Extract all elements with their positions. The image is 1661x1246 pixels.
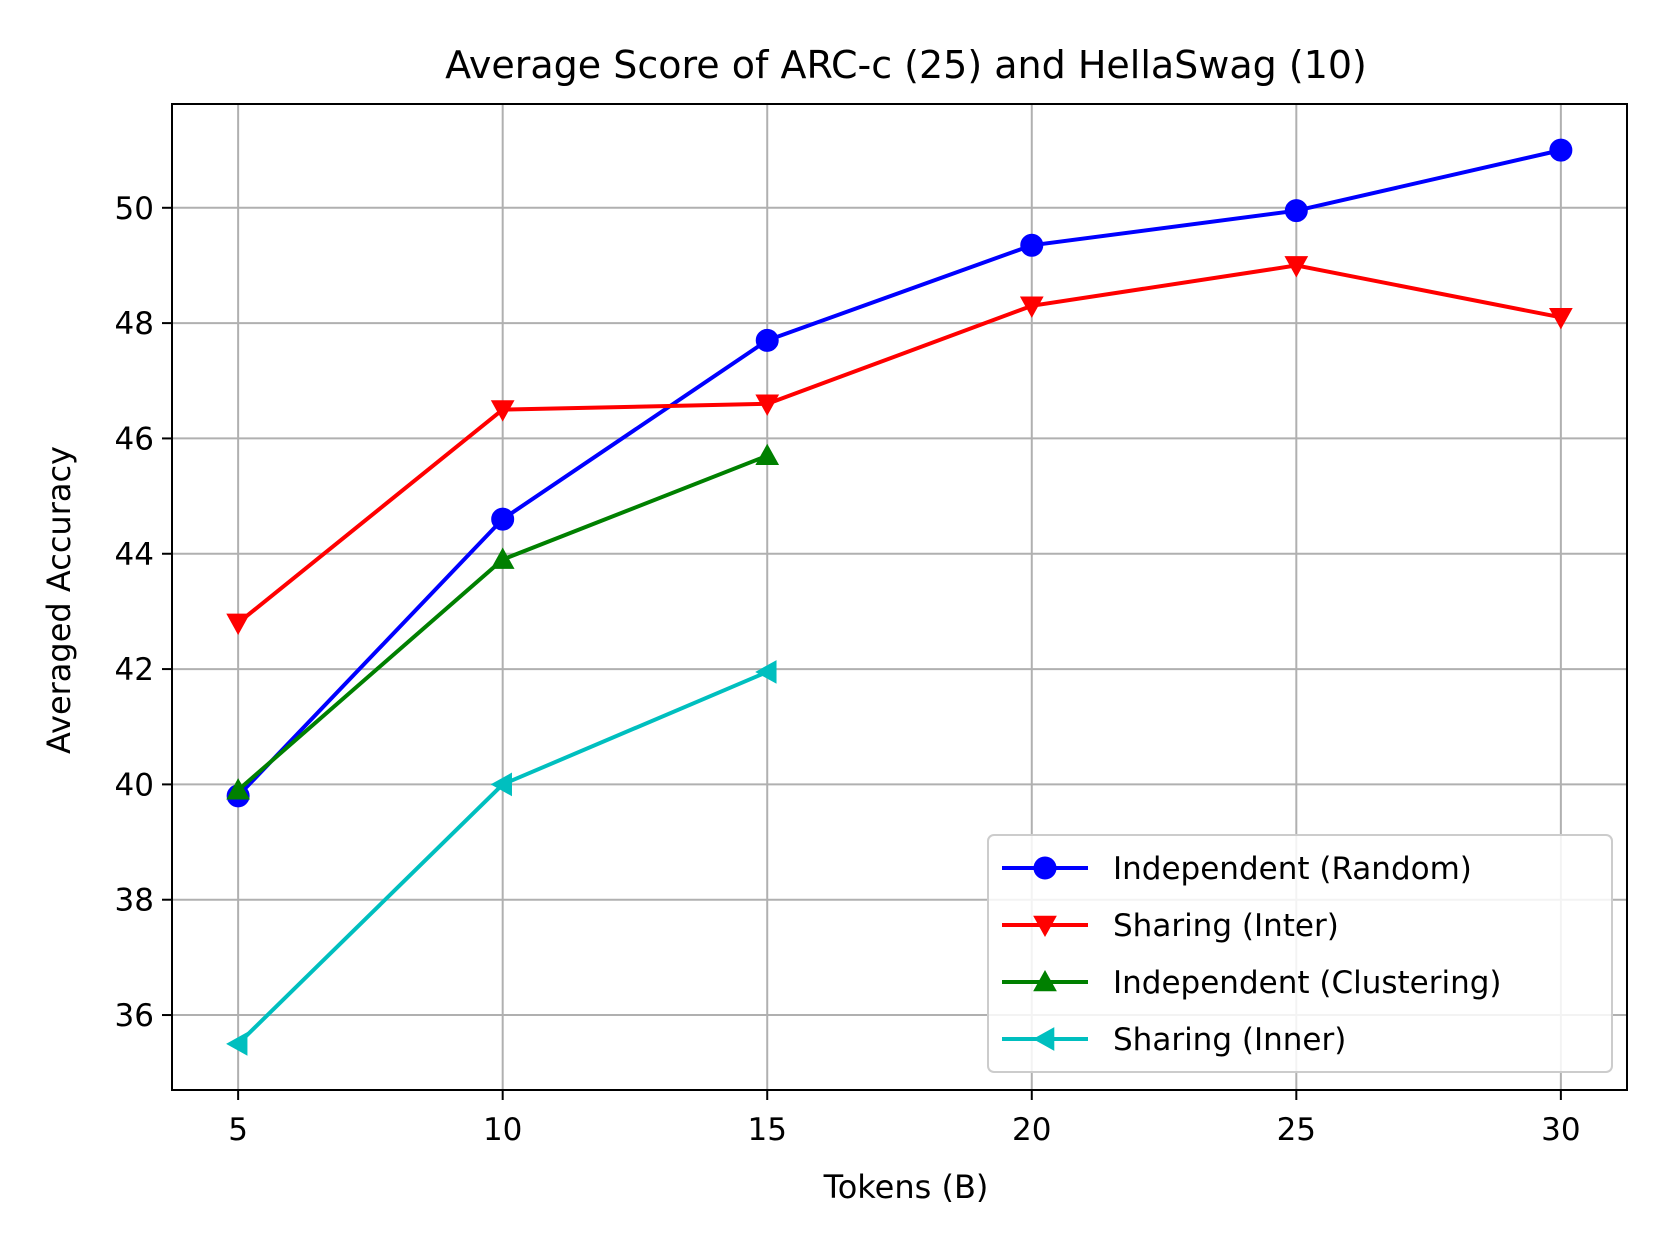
data-point — [755, 394, 780, 416]
x-tick-label: 10 — [483, 1112, 522, 1148]
legend-item: Independent (Clustering) — [1002, 965, 1502, 1001]
data-point — [755, 443, 780, 466]
data-point — [1284, 256, 1309, 278]
legend-item: Independent (Random) — [1002, 851, 1472, 887]
y-axis-ticks: 36 38 40 42 44 46 48 50 — [115, 191, 172, 1034]
series-sharing-inner — [226, 660, 777, 1056]
legend-marker — [1033, 856, 1057, 880]
data-point — [490, 547, 515, 569]
series-line — [236, 263, 1562, 625]
legend-marker — [1033, 915, 1057, 938]
series-layer — [226, 138, 1573, 1056]
y-tick-label: 38 — [115, 883, 154, 919]
x-tick-label: 30 — [1541, 1112, 1580, 1148]
data-point — [755, 328, 779, 352]
legend-marker — [1032, 1027, 1055, 1051]
chart-title: Average Score of ARC-c (25) and HellaSwa… — [445, 43, 1367, 87]
data-point — [226, 613, 250, 635]
y-tick-label: 40 — [115, 767, 154, 803]
legend-item: Sharing (Inter) — [1002, 908, 1339, 944]
x-tick-label: 20 — [1012, 1112, 1051, 1148]
x-tick-label: 5 — [228, 1112, 248, 1148]
y-tick-label: 42 — [115, 652, 154, 688]
legend-marker — [1033, 969, 1057, 992]
x-tick-label: 25 — [1277, 1112, 1316, 1148]
y-tick-label: 46 — [115, 421, 154, 457]
data-point — [1020, 233, 1044, 257]
x-axis-ticks: 5 10 15 20 25 30 — [228, 1090, 1581, 1148]
data-point — [226, 778, 250, 800]
y-tick-label: 36 — [115, 998, 154, 1034]
x-axis-label: Tokens (B) — [823, 1168, 989, 1206]
series-independent-clustering — [226, 443, 780, 800]
plot-frame — [171, 103, 1628, 1091]
series-line — [236, 148, 1562, 798]
data-point — [1284, 199, 1308, 223]
series-independent-random — [226, 138, 1573, 808]
legend-item: Sharing (Inner) — [1002, 1022, 1346, 1058]
data-point — [755, 660, 777, 684]
series-sharing-inter — [226, 256, 1573, 635]
data-point — [1549, 138, 1573, 162]
data-point — [490, 772, 512, 797]
y-axis-label: Averaged Accuracy — [40, 446, 78, 754]
data-point — [1019, 296, 1044, 318]
data-point — [1549, 308, 1573, 330]
legend: Independent (Random) Sharing (Inter) Indep… — [987, 834, 1613, 1073]
data-point — [491, 507, 515, 531]
y-tick-label: 50 — [115, 191, 154, 227]
legend-label: Independent (Random) — [1113, 851, 1472, 887]
data-point — [490, 400, 515, 422]
legend-label: Sharing (Inter) — [1113, 908, 1339, 944]
grid-lines — [172, 104, 1627, 1090]
y-tick-label: 44 — [115, 537, 154, 573]
legend-label: Sharing (Inner) — [1113, 1022, 1346, 1058]
y-tick-label: 48 — [115, 306, 154, 342]
legend-box — [987, 834, 1613, 1073]
data-point — [226, 1032, 248, 1056]
legend-label: Independent (Clustering) — [1113, 965, 1502, 1001]
x-tick-label: 15 — [748, 1112, 787, 1148]
